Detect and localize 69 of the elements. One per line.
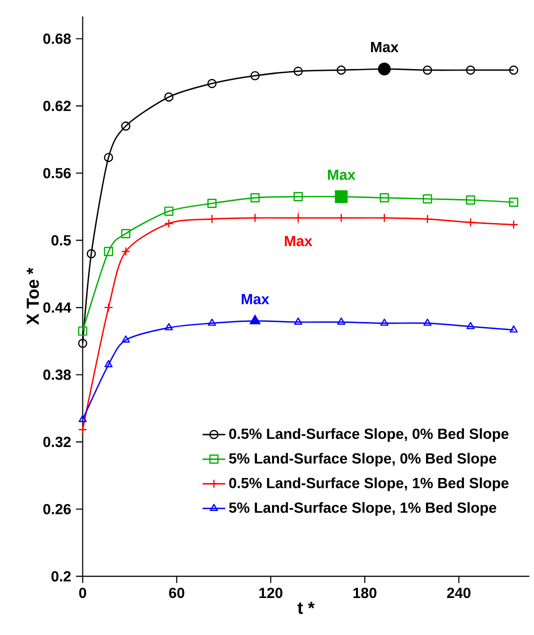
point [122, 335, 130, 343]
x-tick-label: 180 [353, 588, 376, 598]
annotation: Max [371, 42, 399, 52]
legend-label: 5% Land-Surface Slope, 0% Bed Slope [229, 452, 496, 466]
x-tick-label: 240 [447, 588, 470, 598]
point [380, 213, 389, 223]
point [78, 414, 87, 422]
point [104, 360, 113, 368]
legend-label: 0.5% Land-Surface Slope, 1% Bed Slope [229, 477, 508, 492]
point [423, 318, 432, 326]
point [164, 218, 174, 228]
point [250, 193, 260, 202]
point [336, 65, 346, 75]
x-tick-label: 120 [259, 588, 282, 598]
annotation: Max [328, 170, 356, 180]
y-tick-label: 0.56 [43, 168, 71, 178]
point [78, 425, 88, 434]
point [337, 317, 346, 325]
point [164, 323, 173, 330]
point [466, 195, 476, 205]
x-tick-label: 60 [169, 588, 184, 598]
point [104, 152, 114, 162]
point [104, 246, 114, 256]
point [294, 66, 303, 76]
point [509, 65, 518, 75]
point [164, 92, 174, 102]
point [510, 325, 518, 333]
point [250, 71, 260, 80]
y-tick-label: 0.38 [43, 370, 71, 380]
point [104, 302, 114, 312]
point [78, 326, 88, 336]
y-axis-title: X Toe * [26, 268, 39, 325]
point [121, 229, 130, 238]
y-tick-label: 0.62 [43, 100, 71, 112]
point [294, 192, 303, 202]
legend-label: 0.5% Land-Surface Slope, 0% Bed Slope [229, 428, 508, 442]
point [121, 121, 130, 131]
point [294, 317, 302, 325]
x-tick-label: 0 [79, 588, 86, 598]
point [78, 338, 88, 348]
point [86, 249, 96, 258]
annotation: Max [242, 294, 270, 304]
y-tick-label: 0.68 [43, 34, 71, 44]
point [207, 78, 217, 88]
point [466, 65, 476, 75]
point [336, 213, 346, 223]
point [121, 246, 130, 256]
legend-label: 5% Land-Surface Slope, 1% Bed Slope [229, 502, 496, 516]
point [207, 214, 217, 224]
point [422, 214, 432, 224]
point [466, 218, 476, 228]
point [164, 206, 174, 216]
point [250, 213, 260, 223]
y-tick-label: 0.2 [51, 571, 71, 582]
point [422, 65, 432, 75]
point [422, 194, 432, 204]
point [380, 193, 389, 202]
annotation: Max [284, 236, 312, 246]
point [509, 220, 518, 230]
point [509, 198, 518, 207]
y-tick-label: 0.26 [43, 504, 71, 514]
y-tick-label: 0.5 [51, 235, 71, 246]
point [380, 318, 388, 326]
y-tick-label: 0.44 [43, 302, 72, 313]
x-axis-title: t * [298, 602, 315, 614]
point [466, 322, 475, 330]
y-tick-label: 0.32 [43, 436, 71, 448]
point [208, 318, 216, 326]
point [207, 198, 217, 208]
